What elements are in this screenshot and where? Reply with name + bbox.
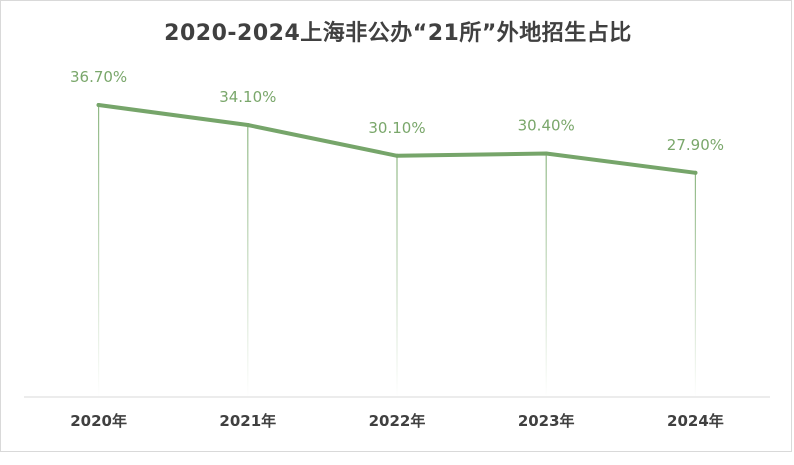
drop-line-0	[98, 105, 100, 397]
data-point-0	[96, 103, 101, 107]
chart-title: 2020-2024上海非公办“21所”外地招生占比	[164, 21, 632, 46]
data-label-1: 34.10%	[219, 88, 276, 106]
data-labels: 36.70% 34.10% 30.10% 30.40% 27.90%	[70, 68, 724, 154]
drop-line-4	[694, 172, 696, 397]
x-tick-labels: 2020年 2021年 2022年 2023年 2024年	[70, 412, 724, 430]
data-point-1	[245, 123, 250, 127]
data-label-4: 27.90%	[667, 136, 724, 154]
data-label-0: 36.70%	[70, 68, 127, 86]
data-label-3: 30.40%	[518, 117, 575, 135]
x-tick-label-0: 2020年	[70, 412, 127, 430]
x-tick-label-4: 2024年	[667, 412, 724, 430]
x-tick-label-3: 2023年	[518, 412, 575, 430]
series-line-group	[96, 103, 698, 175]
x-tick-label-1: 2021年	[219, 412, 276, 430]
data-point-4	[693, 170, 698, 175]
drop-line-1	[247, 125, 249, 397]
data-label-2: 30.10%	[368, 119, 425, 137]
drop-line-2	[396, 155, 398, 397]
drop-line-3	[545, 153, 547, 397]
chart-frame: 2020-2024上海非公办“21所”外地招生占比	[0, 0, 792, 452]
drop-lines	[98, 105, 696, 397]
data-point-3	[544, 151, 549, 156]
data-point-2	[395, 153, 399, 158]
x-tick-label-2: 2022年	[369, 412, 426, 430]
